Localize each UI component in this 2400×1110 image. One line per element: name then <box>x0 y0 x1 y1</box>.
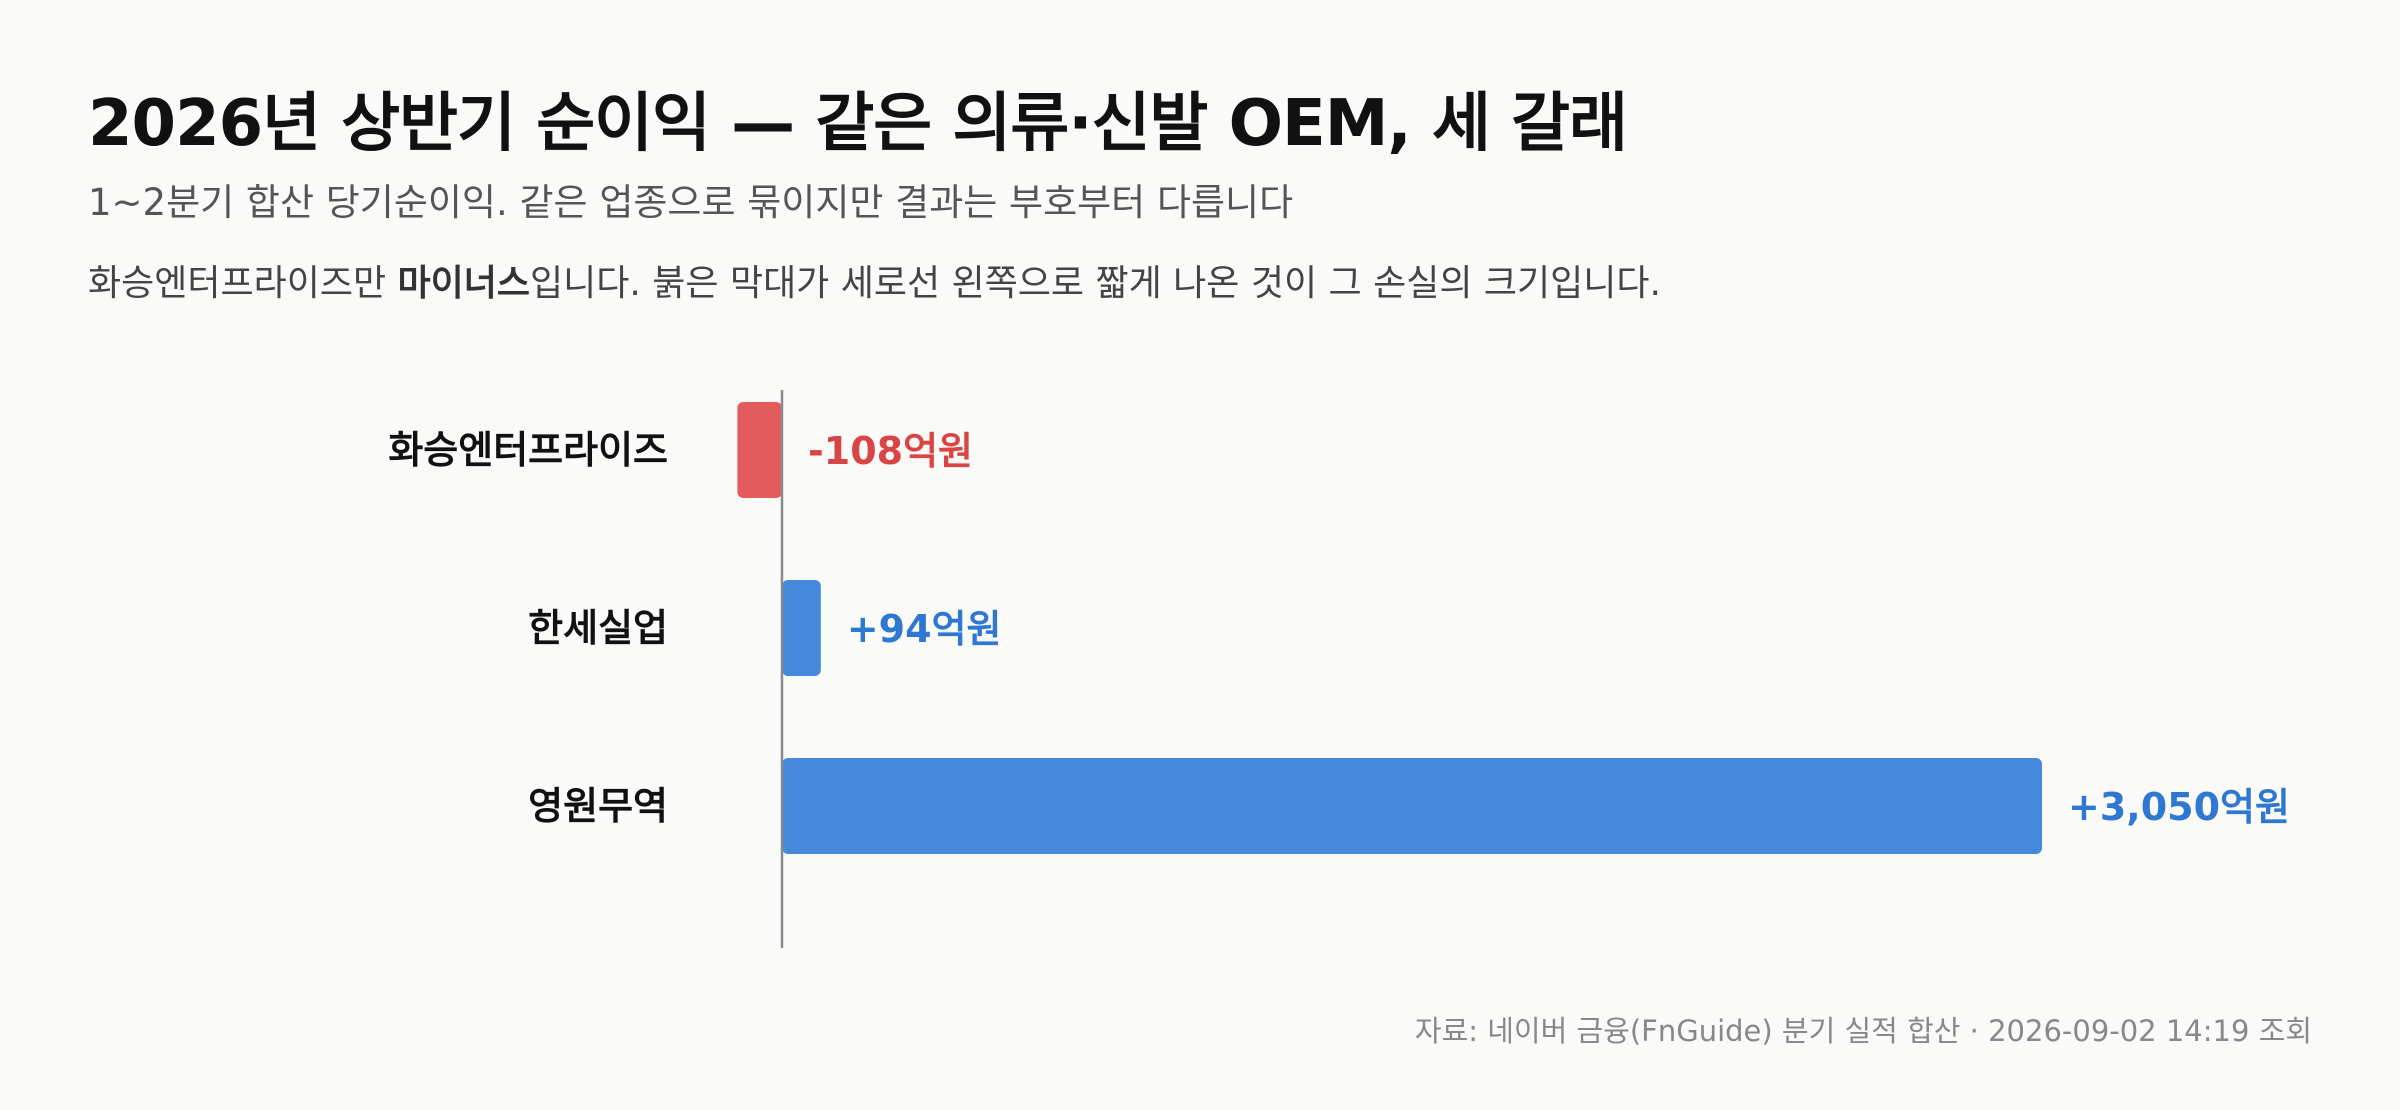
note-prefix: 화승엔터프라이즈만 <box>88 263 398 304</box>
bar-1 <box>737 402 782 498</box>
value-label-2: +94억원 <box>847 607 1002 651</box>
category-label-1: 화승엔터프라이즈 <box>388 428 668 472</box>
category-label-3: 영원무역 <box>528 784 668 828</box>
bar-2 <box>782 580 821 676</box>
note-suffix: 입니다. 붉은 막대가 세로선 왼쪽으로 짧게 나온 것이 그 손실의 크기입니… <box>530 263 1661 304</box>
chart-note: 화승엔터프라이즈만 마이너스입니다. 붉은 막대가 세로선 왼쪽으로 짧게 나온… <box>88 254 1661 306</box>
source-note: 자료: 네이버 금융(FnGuide) 분기 실적 합산 · 2026-09-0… <box>1414 1014 2312 1048</box>
value-label-1: -108억원 <box>808 429 973 473</box>
page-subtitle: 1~2분기 합산 당기순이익. 같은 업종으로 묶이지만 결과는 부호부터 다릅… <box>88 181 1294 224</box>
value-label-3: +3,050억원 <box>2068 785 2290 829</box>
page-title: 2026년 상반기 순이익 — 같은 의류·신발 OEM, 세 갈래 <box>88 87 1628 161</box>
bar-3 <box>782 758 2042 854</box>
note-emphasis: 마이너스 <box>397 263 531 304</box>
category-label-2: 한세실업 <box>528 606 668 650</box>
